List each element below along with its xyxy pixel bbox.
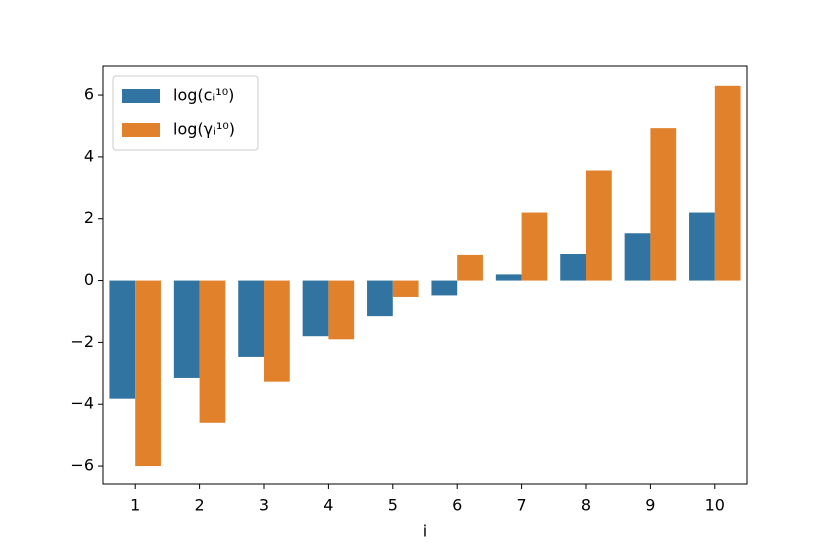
x-tick-label: 5 [388,496,398,515]
legend-label: log(cᵢ¹⁰) [173,86,234,105]
bar [714,85,741,281]
x-tick-label: 1 [130,496,140,515]
x-tick-label: 4 [323,496,333,515]
bar [238,280,264,357]
y-tick-label: −6 [70,456,94,475]
x-tick-label: 6 [452,496,462,515]
bar [560,253,586,281]
x-tick-label: 7 [517,496,527,515]
y-tick-label: 6 [84,85,94,104]
bar [173,280,200,378]
y-tick-label: 0 [84,270,94,289]
legend-swatch [122,89,160,103]
bar [264,280,290,382]
bar [367,280,393,317]
y-tick-label: −2 [70,332,94,351]
bar [689,212,715,281]
x-axis-label: i [423,522,427,541]
bar [199,280,226,423]
x-tick-label: 9 [645,496,655,515]
y-tick-label: 2 [84,208,94,227]
plot-frame [102,65,748,485]
x-tick-label: 3 [259,496,269,515]
y-tick-label: 4 [84,146,94,165]
bar [109,280,136,399]
bar [392,280,419,297]
legend-swatch [122,123,160,137]
bar [586,170,612,281]
bar [135,280,161,467]
bar [302,280,329,337]
x-tick-label: 2 [195,496,205,515]
y-tick-label: −4 [70,394,94,413]
bar [624,233,651,281]
x-tick-label: 10 [705,496,725,515]
bar [457,254,483,281]
bar [495,274,522,281]
x-tick-label: 8 [581,496,591,515]
bar [650,128,677,281]
bar [521,212,548,281]
bar [328,280,355,340]
bar [431,280,458,296]
legend-label: log(γᵢ¹⁰) [173,120,235,139]
